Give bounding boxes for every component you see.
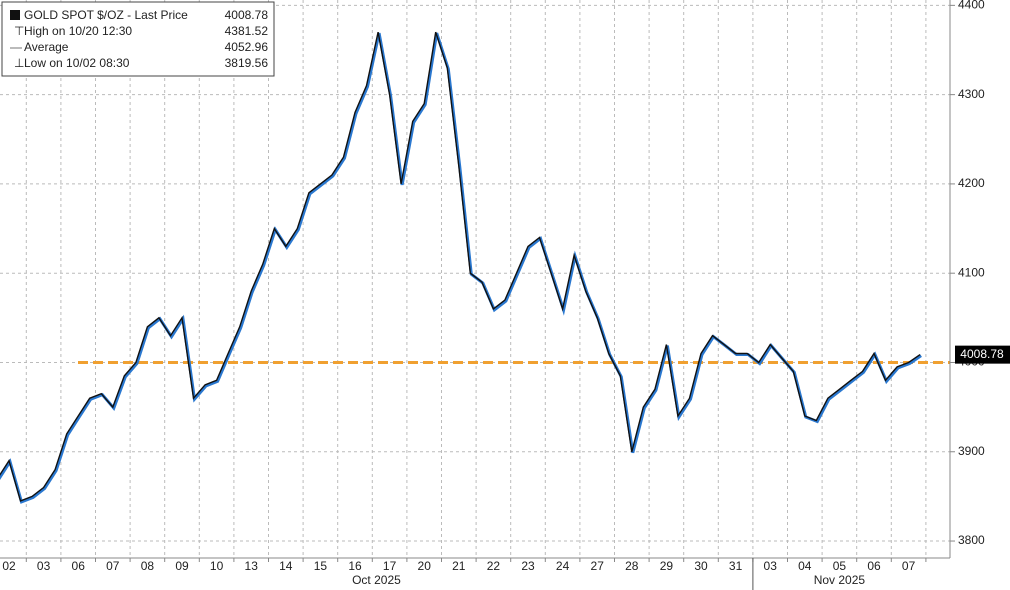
legend-value: 4381.52 <box>225 24 269 38</box>
x-tick-label: 06 <box>72 559 86 573</box>
y-tick-label: 4100 <box>958 265 985 279</box>
x-tick-label: 03 <box>764 559 778 573</box>
last-price-box <box>955 345 1010 364</box>
y-tick-label: 3900 <box>958 444 985 458</box>
month-label: Oct 2025 <box>352 573 401 587</box>
x-tick-label: 04 <box>798 559 812 573</box>
x-tick-label: 03 <box>37 559 51 573</box>
legend-label: Low on 10/02 08:30 <box>24 56 130 70</box>
x-tick-label: 07 <box>106 559 120 573</box>
x-tick-label: 06 <box>867 559 881 573</box>
x-tick-label: 20 <box>418 559 432 573</box>
legend-title: GOLD SPOT $/OZ - Last Price <box>24 8 188 22</box>
x-tick-label: 02 <box>2 559 16 573</box>
x-tick-label: 05 <box>833 559 847 573</box>
y-tick-label: 4300 <box>958 87 985 101</box>
x-tick-label: 21 <box>452 559 466 573</box>
x-tick-label: 31 <box>729 559 743 573</box>
y-tick-label: 4200 <box>958 176 985 190</box>
y-tick-label: 4400 <box>958 0 985 12</box>
legend-last: 4008.78 <box>225 8 269 22</box>
legend-value: 3819.56 <box>225 56 269 70</box>
legend-icon: ⊥ <box>14 56 24 70</box>
month-label: Nov 2025 <box>814 573 866 587</box>
x-tick-label: 14 <box>279 559 293 573</box>
legend: GOLD SPOT $/OZ - Last Price 4008.78 ⊤ Hi… <box>1 1 275 77</box>
legend-label: High on 10/20 12:30 <box>24 24 132 38</box>
y-tick-label: 3800 <box>958 533 985 547</box>
x-tick-label: 28 <box>625 559 639 573</box>
x-tick-label: 15 <box>314 559 328 573</box>
x-tick-label: 17 <box>383 559 397 573</box>
x-tick-label: 22 <box>487 559 501 573</box>
last-price-label: 4008.78 <box>960 347 1004 361</box>
x-tick-label: 24 <box>556 559 570 573</box>
x-tick-label: 23 <box>521 559 535 573</box>
legend-swatch <box>10 10 20 20</box>
legend-label: Average <box>24 40 69 54</box>
legend-box <box>1 1 275 77</box>
x-tick-label: 10 <box>210 559 224 573</box>
x-tick-label: 07 <box>902 559 916 573</box>
legend-value: 4052.96 <box>225 40 269 54</box>
x-tick-label: 30 <box>694 559 708 573</box>
line <box>0 31 921 502</box>
line-shadow <box>0 32 922 504</box>
x-tick-label: 13 <box>245 559 259 573</box>
legend-icon: ⊤ <box>14 24 24 38</box>
x-tick-label: 29 <box>660 559 674 573</box>
x-tick-label: 08 <box>141 559 155 573</box>
x-tick-label: 27 <box>591 559 605 573</box>
x-tick-label: 16 <box>348 559 362 573</box>
x-tick-label: 09 <box>175 559 189 573</box>
